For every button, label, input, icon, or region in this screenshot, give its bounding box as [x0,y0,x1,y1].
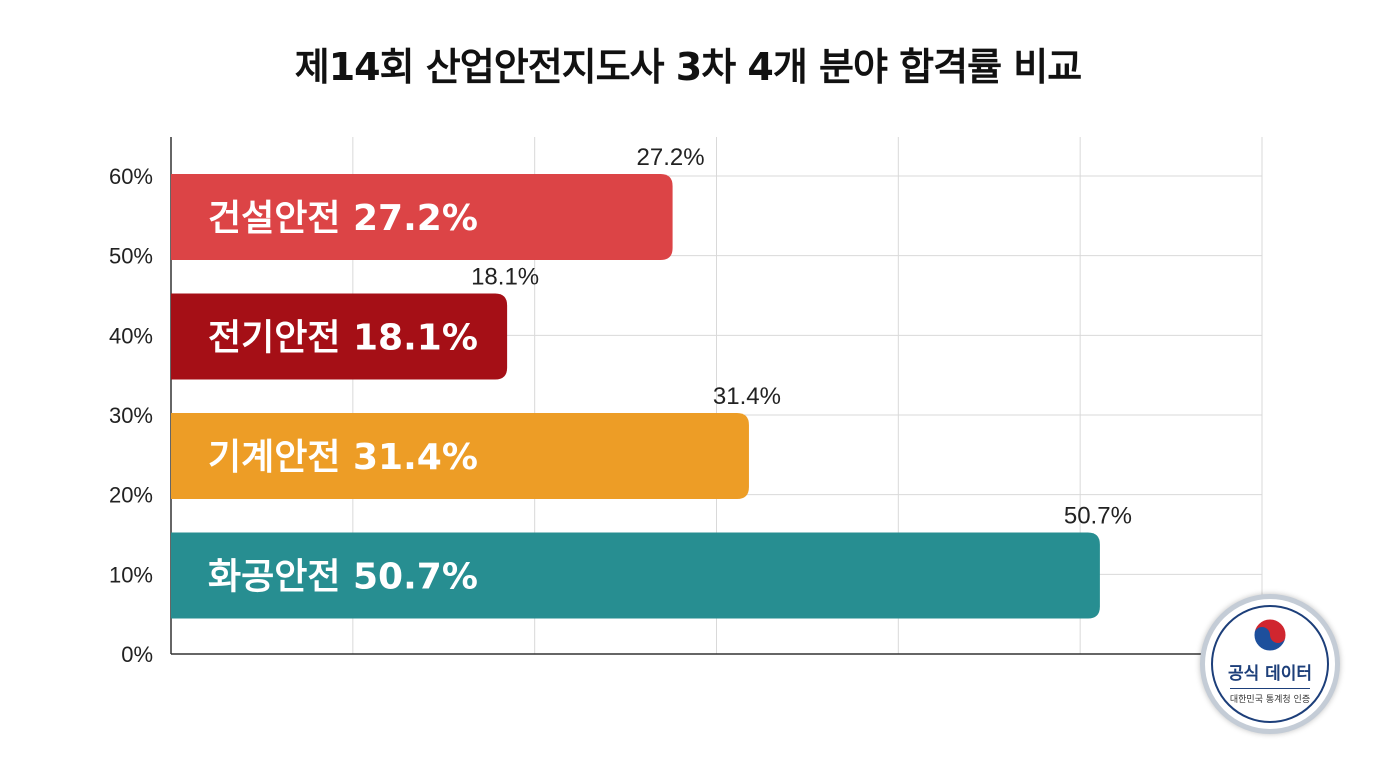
y-tick-label: 30% [109,403,153,428]
data-label: 18.1% [471,264,539,291]
label-layer: 건설안전 27.2% 27.2% 전기안전 18.1% 18.1% 기계안전 31.4%… [208,144,1132,598]
y-tick-label: 50% [109,244,153,269]
bar [171,293,508,380]
bar [171,532,1100,619]
y-tick-label: 20% [109,483,153,508]
y-tick-label: 40% [109,323,153,348]
bar [171,413,749,499]
bar-label: 화공안전 50.7% [208,557,478,598]
chart-title: 제14회 산업안전지도사 3차 4개 분야 합격률 비교 [294,45,1082,89]
axis-layer: 0% 10% 20% 30% 40% 50% 60% [109,137,1262,667]
taegeuk-emblem-icon [1252,617,1288,653]
bar-label: 기계안전 31.4% [208,437,478,478]
bar-label: 전기안전 18.1% [208,318,478,359]
data-label: 50.7% [1064,503,1132,530]
y-tick-label: 10% [109,562,153,587]
bar [171,174,673,260]
y-tick-label: 0% [121,642,153,667]
data-label: 31.4% [713,383,781,410]
official-data-badge: 공식 데이터 대한민국 통계청 인증 [1200,594,1340,734]
badge-ring [1211,605,1329,723]
bar-layer [171,174,1100,619]
y-tick-label: 60% [109,164,153,189]
data-label: 27.2% [637,144,705,171]
bar-label: 건설안전 27.2% [208,198,478,239]
